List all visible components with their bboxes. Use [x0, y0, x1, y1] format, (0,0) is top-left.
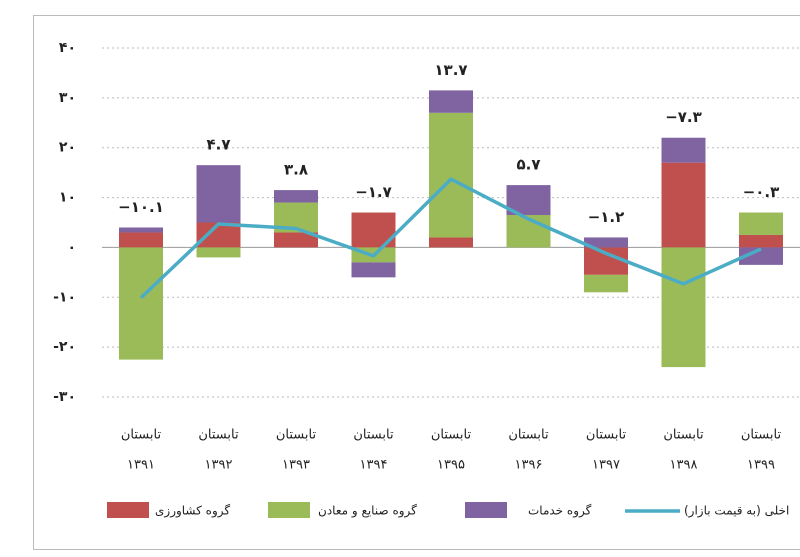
bar-segment [661, 162, 706, 248]
x-tick-label: ۱۳۹۸ [670, 458, 698, 473]
bar-segment [584, 237, 628, 248]
bar-segment [429, 90, 473, 113]
bar-segment [119, 227, 163, 233]
y-tick-label: -۳۰ [53, 389, 76, 405]
y-tick-label: -۱۰ [53, 289, 76, 305]
x-tick-label: تابستان [508, 428, 549, 443]
x-tick-label: تابستان [276, 428, 317, 443]
y-tick-label: ۲۰ [59, 140, 76, 156]
legend-label: اخلی (به قیمت بازار) [684, 504, 789, 519]
bar-segment [661, 137, 706, 163]
x-tick-label: تابستان [353, 428, 394, 443]
value-label: −۱.۲ [588, 208, 625, 226]
value-label: ۴.۷ [206, 136, 230, 154]
bar-segment [739, 247, 783, 265]
x-tick-label: ۱۳۹۳ [282, 458, 310, 473]
bar-segment [274, 190, 318, 203]
x-tick-label: ۱۳۹۹ [747, 458, 775, 473]
x-tick-label: ۱۳۹۵ [437, 458, 465, 473]
bar-segment [739, 234, 783, 248]
bar-segment [661, 247, 706, 368]
chart-frame [33, 15, 800, 550]
legend-swatch [268, 502, 310, 518]
line [139, 177, 762, 300]
bar-segment [584, 274, 628, 293]
bar-segment [196, 165, 241, 223]
bar-segment [739, 212, 783, 235]
value-label: −۱.۷ [355, 183, 392, 201]
x-tick-label: ۱۳۹۲ [205, 458, 233, 473]
bar-segment [274, 232, 318, 248]
value-label: ۱۳.۷ [434, 61, 467, 79]
y-tick-label: ۳۰ [59, 90, 76, 106]
bar-segment [196, 247, 241, 258]
x-tick-label: تابستان [741, 428, 782, 443]
legend-swatch [465, 502, 507, 518]
x-tick-label: تابستان [431, 428, 472, 443]
x-tick-label: ۱۳۹۴ [360, 458, 388, 473]
x-tick-label: تابستان [198, 428, 239, 443]
legend-label: گروه کشاورزی [155, 504, 230, 519]
value-label: −۰.۳ [743, 183, 780, 201]
x-tick-label: ۱۳۹۱ [127, 458, 155, 473]
bar-segment [119, 247, 163, 360]
y-tick-label: ۰ [67, 239, 76, 255]
x-tick-label: ۱۳۹۶ [515, 458, 543, 473]
value-label: ۳.۸ [284, 161, 308, 179]
x-tick-label: تابستان [663, 428, 704, 443]
x-tick-label: ۱۳۹۷ [592, 458, 620, 473]
y-tick-label: ۴۰ [59, 40, 76, 56]
value-label: −۱۰.۱ [118, 198, 164, 216]
value-label: −۷.۳ [665, 108, 702, 126]
bar-segment [119, 232, 163, 248]
x-tick-label: تابستان [121, 428, 162, 443]
y-tick-label: -۲۰ [53, 339, 76, 355]
legend-label: گروه خدمات [528, 504, 592, 519]
bar-segment [429, 237, 473, 248]
bar-segment [429, 112, 473, 238]
bar-segment [351, 262, 396, 278]
value-label: ۵.۷ [516, 156, 540, 174]
bar-segment [196, 222, 241, 248]
x-tick-label: تابستان [586, 428, 627, 443]
legend-label: گروه صنایع و معادن [318, 504, 417, 519]
y-tick-label: ۱۰ [59, 190, 76, 206]
legend-swatch [107, 502, 149, 518]
